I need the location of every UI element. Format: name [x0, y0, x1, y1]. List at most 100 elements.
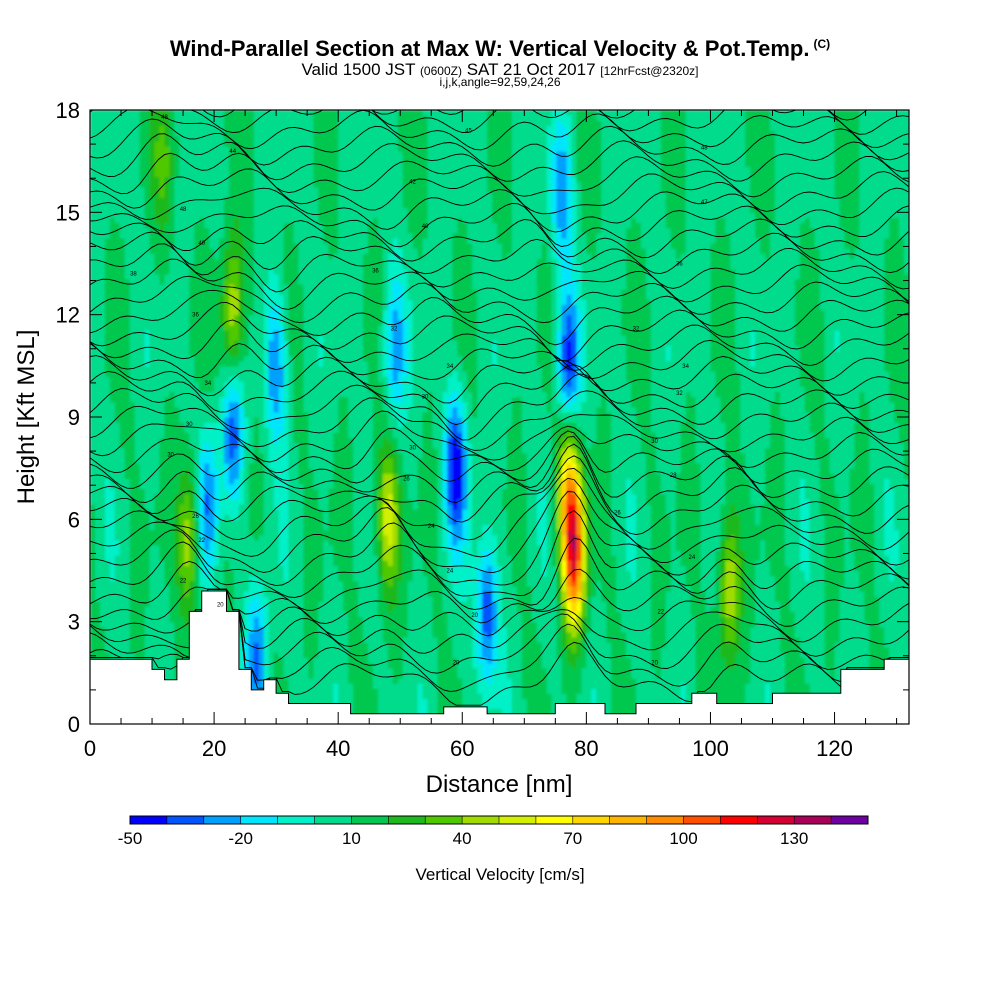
velocity-cell — [228, 227, 235, 259]
velocity-cell — [546, 411, 553, 694]
velocity-cell — [224, 145, 230, 198]
velocity-cell — [829, 473, 836, 679]
velocity-cell — [283, 580, 290, 679]
velocity-cell — [392, 237, 399, 280]
velocity-cell — [114, 222, 121, 423]
velocity-cell — [422, 115, 429, 239]
velocity-cell — [189, 355, 195, 449]
velocity-cell — [477, 662, 483, 694]
velocity-cell — [487, 550, 493, 566]
velocity-cell — [233, 110, 240, 219]
velocity-cell — [209, 539, 215, 566]
velocity-cell — [789, 611, 796, 724]
velocity-cell — [224, 463, 230, 490]
velocity-cell — [333, 253, 339, 433]
theta-label: 30 — [167, 453, 174, 459]
theta-contour-line — [90, 477, 909, 574]
velocity-cell — [442, 391, 448, 433]
velocity-cell — [779, 417, 786, 653]
velocity-cell — [159, 110, 166, 126]
velocity-cell — [492, 631, 498, 669]
colorbar-swatch — [240, 816, 279, 824]
velocity-cell — [730, 616, 736, 643]
colorbar-swatch — [757, 816, 795, 824]
velocity-cell — [278, 324, 285, 367]
velocity-cell — [452, 110, 458, 234]
velocity-cell — [755, 237, 761, 526]
velocity-cell — [645, 503, 652, 724]
velocity-cell — [531, 110, 538, 623]
velocity-cell — [437, 575, 444, 724]
velocity-cell — [219, 396, 225, 520]
velocity-cell — [238, 110, 245, 234]
velocity-cell — [770, 575, 776, 710]
velocity-cell — [467, 110, 473, 244]
velocity-cell — [571, 611, 578, 623]
velocity-cell — [655, 473, 662, 679]
velocity-cell — [834, 196, 841, 331]
velocity-cell — [735, 652, 741, 710]
velocity-cell — [397, 283, 404, 321]
velocity-cell — [119, 110, 126, 239]
velocity-cell — [511, 585, 518, 724]
velocity-cell — [154, 273, 161, 495]
velocity-cell — [377, 324, 384, 382]
theta-label: 30 — [186, 422, 193, 428]
velocity-cell — [571, 478, 578, 485]
velocity-cell — [457, 401, 463, 418]
velocity-cell — [233, 314, 240, 341]
velocity-cell — [566, 560, 573, 577]
velocity-cell — [372, 555, 379, 689]
velocity-cell — [482, 110, 488, 526]
velocity-cell — [889, 110, 895, 219]
velocity-cell — [417, 457, 424, 556]
theta-label: 24 — [447, 569, 454, 575]
velocity-cell — [268, 309, 275, 341]
velocity-cell — [154, 110, 161, 142]
velocity-cell — [174, 493, 180, 587]
theta-contour-line — [90, 187, 909, 233]
velocity-cell — [551, 222, 558, 259]
velocity-cell — [333, 110, 339, 254]
velocity-cell — [576, 616, 582, 633]
velocity-cell — [387, 442, 394, 459]
velocity-cell — [576, 437, 582, 454]
velocity-cell — [452, 509, 458, 526]
velocity-cell — [253, 110, 260, 418]
velocity-cell — [626, 227, 632, 382]
velocity-cell — [889, 488, 895, 582]
velocity-cell — [447, 580, 453, 638]
velocity-cell — [472, 110, 478, 290]
velocity-cell — [308, 677, 314, 724]
velocity-cell — [631, 110, 637, 219]
velocity-cell — [462, 509, 468, 546]
velocity-cell — [387, 457, 394, 474]
velocity-cell — [839, 585, 846, 724]
velocity-cell — [501, 488, 508, 510]
velocity-cell — [596, 406, 602, 582]
velocity-cell — [561, 422, 568, 428]
velocity-cell — [397, 401, 404, 428]
velocity-cell — [675, 550, 682, 705]
velocity-cell — [725, 110, 731, 234]
velocity-cell — [576, 575, 582, 592]
velocity-cell — [209, 248, 215, 393]
velocity-cell — [551, 140, 558, 224]
velocity-cell — [730, 560, 736, 618]
velocity-cell — [392, 309, 399, 382]
velocity-cell — [839, 110, 846, 229]
velocity-cell — [596, 120, 602, 234]
velocity-cell — [784, 565, 791, 724]
colorbar-tick-label: 70 — [563, 829, 582, 848]
theta-contour-line — [90, 231, 909, 275]
velocity-cell — [566, 427, 573, 433]
velocity-cell — [506, 110, 513, 254]
velocity-cell — [248, 601, 255, 633]
velocity-cell — [283, 110, 290, 224]
velocity-cell — [442, 509, 448, 551]
velocity-cell — [427, 391, 434, 597]
velocity-cell — [710, 606, 717, 724]
velocity-cell — [561, 478, 568, 500]
velocity-cell — [566, 115, 573, 157]
velocity-cell — [660, 191, 667, 495]
